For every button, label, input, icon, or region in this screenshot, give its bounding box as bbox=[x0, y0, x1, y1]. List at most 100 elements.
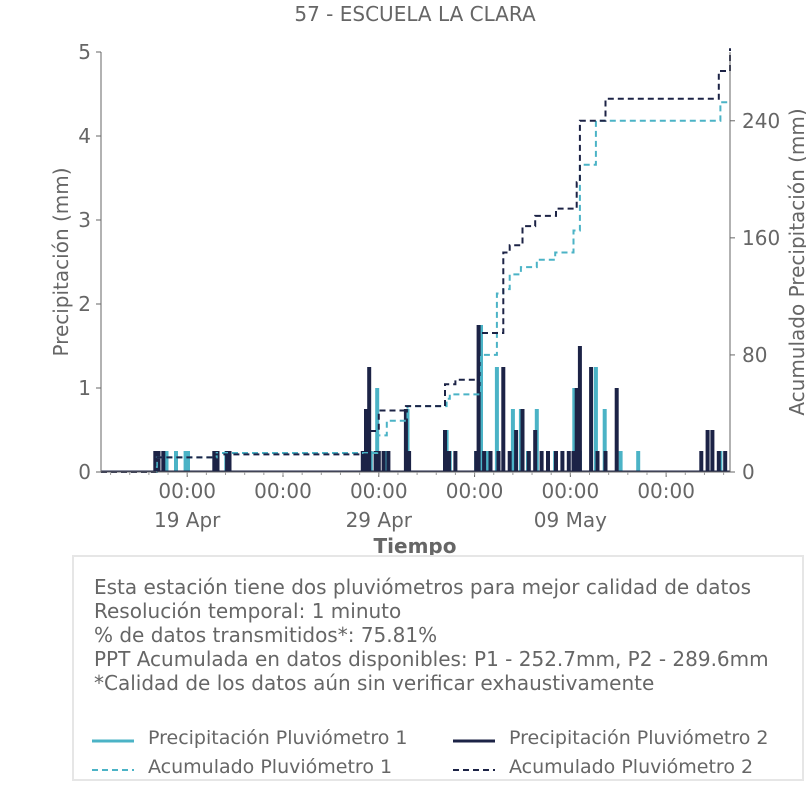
x-tick-time-label: 00:00 bbox=[254, 479, 312, 503]
x-tick-date-label: 29 Apr bbox=[346, 508, 413, 532]
bar bbox=[156, 451, 161, 472]
bar bbox=[526, 451, 531, 472]
legend-label: Acumulado Pluviómetro 1 bbox=[148, 756, 393, 778]
bar bbox=[364, 409, 368, 472]
info-line: Esta estación tiene dos pluviómetros par… bbox=[94, 575, 752, 599]
cumulative-line-2 bbox=[101, 48, 731, 473]
bar bbox=[510, 409, 515, 472]
bar bbox=[705, 430, 710, 472]
bar bbox=[447, 451, 451, 472]
bar bbox=[407, 451, 412, 472]
info-line: % de datos transmitidos*: 75.81% bbox=[94, 623, 438, 647]
x-tick-time-label: 00:00 bbox=[158, 479, 216, 503]
bar bbox=[571, 451, 576, 472]
y-tick-label-right: 80 bbox=[742, 343, 767, 367]
bar bbox=[533, 430, 538, 472]
y-tick-label-left: 2 bbox=[78, 292, 91, 316]
bar bbox=[482, 451, 487, 472]
bar bbox=[614, 388, 619, 472]
bar bbox=[589, 367, 594, 472]
bar bbox=[375, 388, 380, 472]
bar bbox=[539, 451, 544, 472]
bar bbox=[386, 451, 391, 472]
info-text: Esta estación tiene dos pluviómetros par… bbox=[94, 575, 769, 695]
y-tick-label-right: 0 bbox=[742, 460, 755, 484]
y-tick-label-left: 4 bbox=[78, 124, 91, 148]
bar bbox=[215, 451, 220, 472]
cumulative-line-1 bbox=[101, 101, 730, 473]
y-axis-label-right: Acumulado Precipitación (mm) bbox=[785, 108, 806, 415]
bar bbox=[501, 367, 506, 472]
bar bbox=[520, 409, 525, 472]
bar bbox=[474, 451, 479, 472]
bar bbox=[227, 451, 232, 472]
x-tick-time-label: 00:00 bbox=[446, 479, 504, 503]
bar bbox=[514, 430, 519, 472]
bar bbox=[488, 451, 493, 472]
legend-swatch bbox=[92, 769, 134, 771]
bar bbox=[574, 388, 579, 472]
bar bbox=[566, 451, 571, 472]
bar bbox=[183, 451, 188, 472]
bar bbox=[403, 409, 408, 472]
bar-series-1 bbox=[154, 325, 723, 472]
bar bbox=[507, 451, 512, 472]
x-axis-label: Tiempo bbox=[374, 534, 457, 556]
info-line: *Calidad de los datos aún sin verificar … bbox=[94, 671, 655, 695]
legend-label: Precipitación Pluviómetro 1 bbox=[148, 727, 408, 749]
axes-layer: 0 1 2 3 4 5 0 80 160 240 00:00 19 Apr 00:00 00:00 29 A… bbox=[78, 40, 780, 532]
x-tick-time-label: 00:00 bbox=[350, 479, 408, 503]
bar bbox=[161, 451, 166, 472]
info-line: Resolución temporal: 1 minuto bbox=[94, 599, 402, 623]
bar bbox=[593, 367, 598, 472]
legend-label: Acumulado Pluviómetro 2 bbox=[509, 756, 754, 778]
bar bbox=[186, 451, 190, 472]
bar bbox=[546, 451, 550, 472]
bar bbox=[443, 430, 447, 472]
x-tick-time-label: 00:00 bbox=[542, 479, 600, 503]
bar bbox=[479, 325, 483, 472]
bar bbox=[174, 451, 178, 472]
y-tick-label-right: 240 bbox=[742, 109, 780, 133]
bar-series-2 bbox=[153, 325, 728, 472]
y-tick-label-left: 5 bbox=[78, 40, 91, 64]
bar bbox=[723, 451, 728, 472]
bar bbox=[572, 388, 577, 472]
x-tick-date-label: 19 Apr bbox=[154, 508, 221, 532]
bar bbox=[636, 451, 641, 472]
bar bbox=[373, 451, 378, 472]
bar bbox=[360, 451, 365, 472]
bar bbox=[381, 451, 386, 472]
info-box: Esta estación tiene dos pluviómetros par… bbox=[72, 555, 804, 781]
chart-title: 57 - ESCUELA LA CLARA bbox=[294, 2, 536, 26]
bar bbox=[225, 451, 230, 472]
legend-swatch bbox=[453, 739, 495, 743]
bar bbox=[618, 451, 623, 472]
bar bbox=[212, 451, 217, 472]
bar bbox=[476, 325, 481, 472]
bar bbox=[494, 367, 499, 472]
bar bbox=[453, 451, 458, 472]
bar bbox=[577, 346, 582, 472]
bar bbox=[603, 451, 608, 472]
bar bbox=[602, 409, 607, 472]
bar bbox=[367, 367, 372, 472]
bar bbox=[485, 451, 490, 472]
bar bbox=[496, 451, 501, 472]
legend-label: Precipitación Pluviómetro 2 bbox=[509, 727, 769, 749]
bar bbox=[376, 451, 381, 472]
y-tick-label-right: 160 bbox=[742, 226, 780, 250]
precipitation-chart: 57 - ESCUELA LA CLARA 0 1 2 3 4 5 0 80 160 240 00:… bbox=[49, 2, 806, 556]
info-line: PPT Acumulada en datos disponibles: P1 -… bbox=[94, 647, 769, 671]
y-tick-label-left: 0 bbox=[78, 460, 91, 484]
bars-layer bbox=[101, 325, 730, 473]
bar bbox=[595, 451, 600, 472]
legend-swatch bbox=[92, 739, 134, 743]
x-tick-time-label: 00:00 bbox=[637, 479, 695, 503]
bar bbox=[164, 451, 169, 472]
y-tick-label-left: 3 bbox=[78, 208, 91, 232]
bar bbox=[716, 451, 721, 472]
bar bbox=[699, 451, 704, 472]
bar bbox=[554, 451, 558, 472]
y-tick-label-left: 1 bbox=[78, 376, 91, 400]
